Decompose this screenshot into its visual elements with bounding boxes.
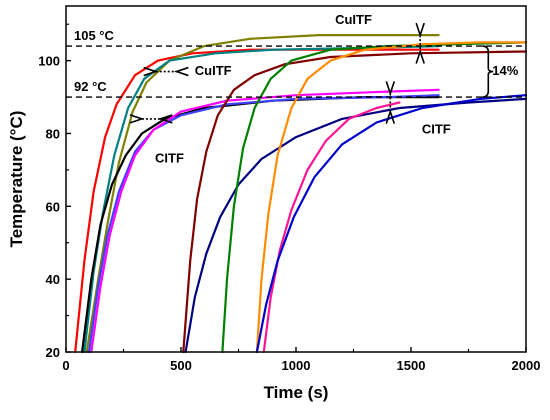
y-tick-label: 80 xyxy=(46,126,60,141)
annotations: CuITF CuITF CITF CITF 14% xyxy=(155,12,519,165)
annotation-label: CITF xyxy=(422,121,451,136)
series-layer xyxy=(74,34,528,354)
annotation-label: 14% xyxy=(492,63,518,78)
series-line-7 xyxy=(182,50,528,354)
cuitf-gap-marker-left-arrow xyxy=(143,66,159,77)
citf-temp-marker-top-arrow xyxy=(385,81,396,96)
series-line-9 xyxy=(221,41,528,354)
x-tick-label: 500 xyxy=(170,358,192,373)
annotation-label: CuITF xyxy=(195,63,232,78)
y-tick-label: 60 xyxy=(46,199,60,214)
x-axis-ticks: 0 500 1000 1500 2000 xyxy=(62,347,540,373)
series-line-10 xyxy=(255,41,528,354)
series-line-1 xyxy=(74,48,440,354)
annotation-label: CITF xyxy=(155,151,184,166)
y-tick-label: 100 xyxy=(38,54,60,69)
cuitf-temp-marker-bottom-arrow xyxy=(415,48,425,64)
plot-area: 105 °C 92 °C xyxy=(65,5,528,354)
y-axis-ticks: 20 40 60 80 100 xyxy=(38,23,71,360)
y-tick-label: 40 xyxy=(46,272,60,287)
y-axis-label: Temperature (°C) xyxy=(7,111,26,248)
y-tick-label: 20 xyxy=(46,345,60,360)
citf-gap-marker-right-arrow xyxy=(157,114,173,124)
series-line-12 xyxy=(255,94,528,354)
series-line-2 xyxy=(85,34,440,354)
reference-line-label: 92 °C xyxy=(74,79,107,94)
x-tick-label: 1500 xyxy=(397,358,426,373)
x-tick-label: 1000 xyxy=(282,358,311,373)
x-tick-label: 0 xyxy=(62,358,69,373)
percentage-brace xyxy=(482,45,494,98)
citf-gap-marker-left-arrow xyxy=(129,114,145,124)
x-axis-label: Time (s) xyxy=(264,383,329,402)
plot-frame xyxy=(65,5,527,353)
series-line-8 xyxy=(184,97,528,354)
annotation-arrows xyxy=(129,22,494,124)
series-line-11 xyxy=(262,101,401,354)
citf-temp-marker-bottom-arrow xyxy=(385,109,396,124)
annotation-label: CuITF xyxy=(335,12,372,27)
reference-line-label: 105 °C xyxy=(74,28,115,43)
cuitf-temp-marker-top-arrow xyxy=(415,22,425,38)
reference-lines: 105 °C 92 °C xyxy=(66,28,526,98)
x-tick-label: 2000 xyxy=(512,358,541,373)
series-line-6 xyxy=(90,88,440,354)
cuitf-gap-marker-right-arrow xyxy=(173,66,189,77)
